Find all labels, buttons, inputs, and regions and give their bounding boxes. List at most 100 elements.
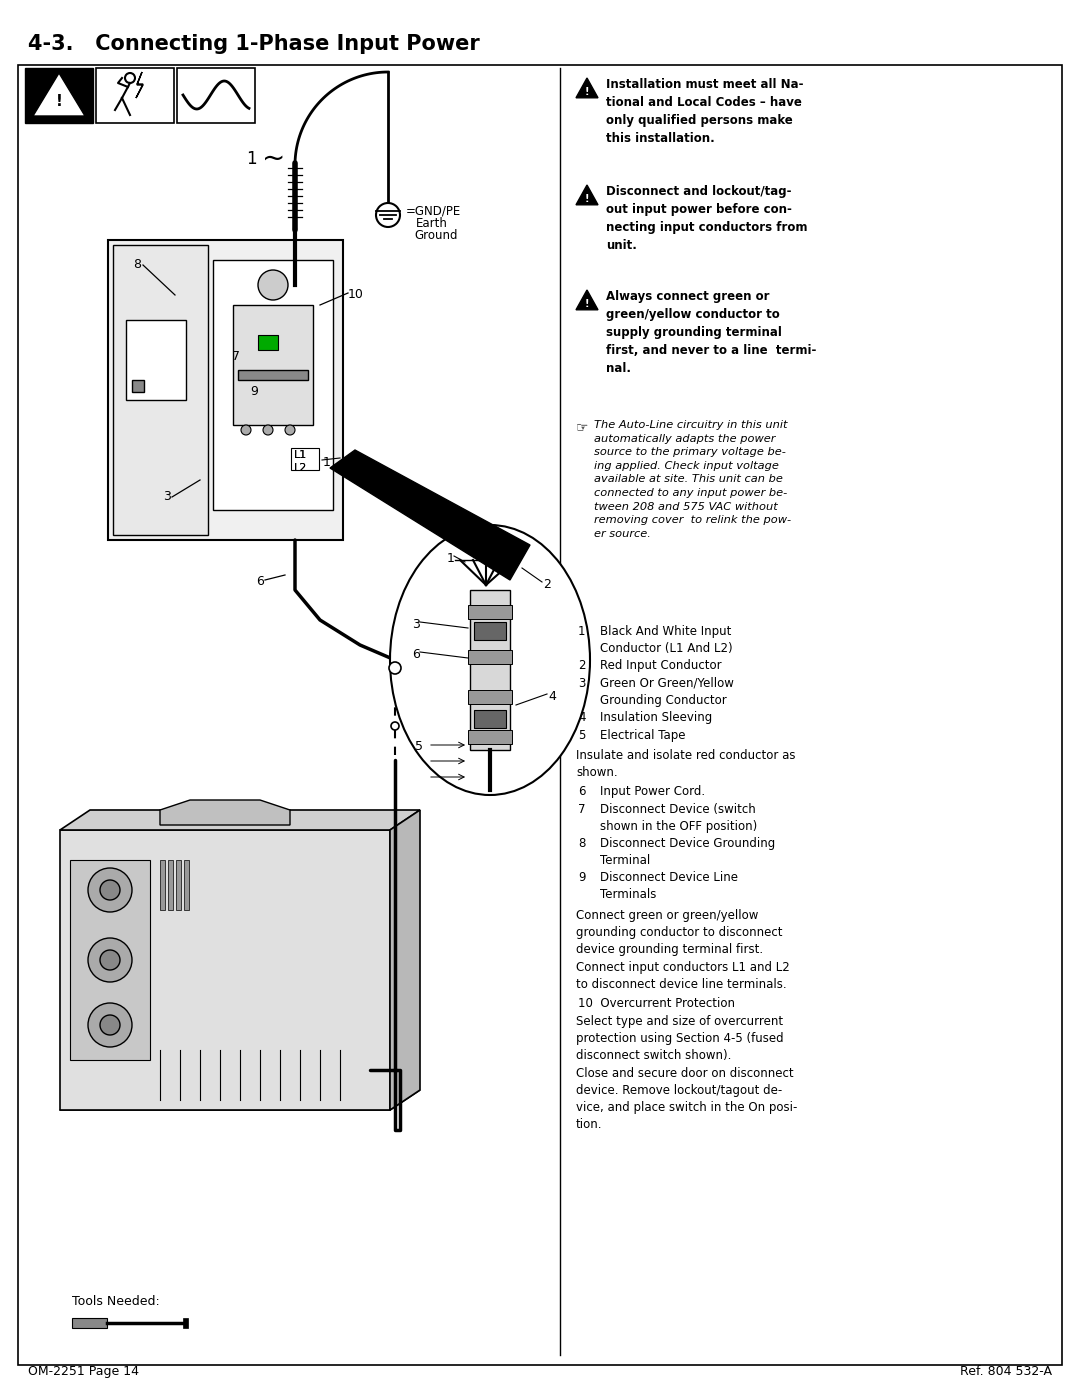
Text: Connect input conductors L1 and L2
to disconnect device line terminals.: Connect input conductors L1 and L2 to di… [576,961,789,990]
Text: Input Power Cord.: Input Power Cord. [600,785,705,798]
Text: !: ! [584,194,590,204]
Text: 2: 2 [543,578,551,591]
Circle shape [376,203,400,226]
Circle shape [125,73,135,82]
Polygon shape [60,1090,420,1111]
Text: Black And White Input
Conductor (L1 And L2): Black And White Input Conductor (L1 And … [600,624,732,655]
Bar [72,1317,107,1329]
Bar [176,861,181,909]
Text: Insulation Sleeving: Insulation Sleeving [600,711,712,724]
Text: =GND/PE: =GND/PE [406,205,461,218]
Text: 6: 6 [256,576,264,588]
Text: Insulate and isolate red conductor as
shown.: Insulate and isolate red conductor as sh… [576,749,796,780]
Text: The Auto-Line circuitry in this unit
automatically adapts the power
source to th: The Auto-Line circuitry in this unit aut… [594,420,792,539]
Text: 3: 3 [411,617,420,631]
Bar [291,448,319,469]
Text: 1: 1 [246,149,257,168]
Text: Disconnect Device Grounding
Terminal: Disconnect Device Grounding Terminal [600,837,775,868]
Text: OM-2251 Page 14: OM-2251 Page 14 [28,1365,139,1377]
Circle shape [285,425,295,434]
Text: 3: 3 [163,490,171,503]
Bar [177,68,255,123]
Circle shape [100,1016,120,1035]
Circle shape [100,950,120,970]
Bar [474,622,507,640]
Text: Select type and size of overcurrent
protection using Section 4-5 (fused
disconne: Select type and size of overcurrent prot… [576,1016,784,1062]
Bar [468,650,512,664]
Bar [70,861,150,1060]
Text: 4: 4 [578,711,585,724]
Bar [160,861,165,909]
Polygon shape [576,184,598,205]
Text: Disconnect and lockout/tag-
out input power before con-
necting input conductors: Disconnect and lockout/tag- out input po… [606,184,808,251]
Text: Ground: Ground [414,229,458,242]
Bar [108,240,343,541]
Text: Earth: Earth [416,217,448,231]
Polygon shape [160,800,291,826]
Text: Electrical Tape: Electrical Tape [600,729,686,742]
Polygon shape [60,830,390,1111]
Text: 4: 4 [548,690,556,703]
Text: Installation must meet all Na-
tional and Local Codes – have
only qualified pers: Installation must meet all Na- tional an… [606,78,804,145]
Text: !: ! [584,299,590,309]
Text: Ref. 804 532-A: Ref. 804 532-A [960,1365,1052,1377]
Text: 7: 7 [232,351,240,363]
Bar [113,244,208,535]
Text: 4-3.   Connecting 1-Phase Input Power: 4-3. Connecting 1-Phase Input Power [28,34,480,54]
Bar [470,590,510,750]
Polygon shape [60,810,420,830]
Circle shape [87,868,132,912]
Text: Disconnect Device Line
Terminals: Disconnect Device Line Terminals [600,870,738,901]
Bar [168,861,173,909]
Bar [468,690,512,704]
Bar [468,731,512,745]
Circle shape [389,662,401,673]
Bar [126,320,186,400]
Circle shape [100,880,120,900]
Text: L2: L2 [294,462,308,474]
Polygon shape [136,73,143,98]
Bar [183,1317,188,1329]
Text: 8: 8 [133,258,141,271]
Bar [258,335,278,351]
Text: 9: 9 [249,386,258,398]
Bar [25,68,93,123]
Circle shape [87,1003,132,1046]
Bar [213,260,333,510]
Text: 6: 6 [578,785,585,798]
Text: 8: 8 [578,837,585,849]
Text: !: ! [55,94,63,109]
Circle shape [87,937,132,982]
Text: Always connect green or
green/yellow conductor to
supply grounding terminal
firs: Always connect green or green/yellow con… [606,291,816,374]
Bar [233,305,313,425]
Polygon shape [576,291,598,310]
Bar [468,605,512,619]
Ellipse shape [390,525,590,795]
Circle shape [258,270,288,300]
Text: 1: 1 [578,624,585,638]
Text: ~: ~ [262,145,285,173]
Text: 7: 7 [578,803,585,816]
Text: L1: L1 [294,450,307,460]
Polygon shape [576,78,598,98]
Text: ☞: ☞ [576,420,589,434]
Text: 5: 5 [578,729,585,742]
Polygon shape [33,73,85,116]
Text: L2: L2 [294,462,308,474]
Text: 1: 1 [323,455,330,469]
Text: Green Or Green/Yellow
Grounding Conductor: Green Or Green/Yellow Grounding Conducto… [600,678,734,707]
Text: Close and secure door on disconnect
device. Remove lockout/tagout de-
vice, and : Close and secure door on disconnect devi… [576,1067,797,1132]
Text: Disconnect Device (switch
shown in the OFF position): Disconnect Device (switch shown in the O… [600,803,757,833]
Text: Red Input Conductor: Red Input Conductor [600,659,721,672]
Text: 10: 10 [348,288,364,300]
Text: 9: 9 [578,870,585,884]
Text: 5: 5 [415,740,423,753]
Text: Connect green or green/yellow
grounding conductor to disconnect
device grounding: Connect green or green/yellow grounding … [576,909,783,956]
Text: 6: 6 [411,648,420,661]
Bar [238,370,308,380]
Bar [184,861,189,909]
Text: L1: L1 [294,450,307,460]
Polygon shape [390,810,420,1111]
Text: Tools Needed:: Tools Needed: [72,1295,160,1308]
Circle shape [241,425,251,434]
